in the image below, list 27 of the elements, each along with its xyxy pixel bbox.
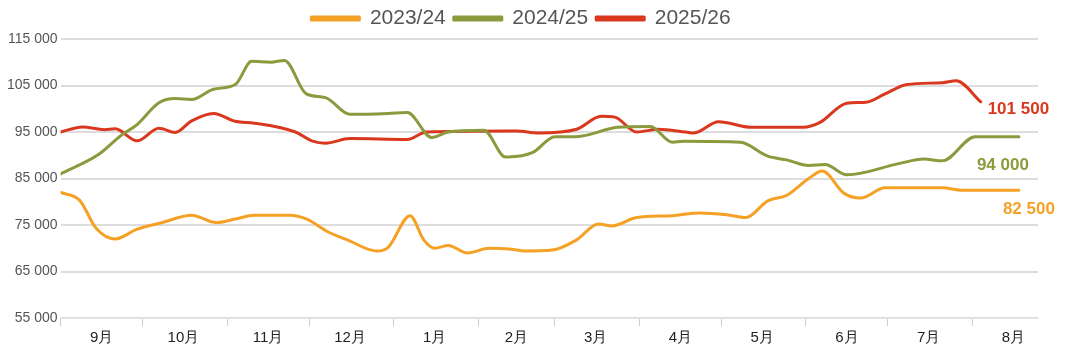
y-tick-label: 95 000	[14, 122, 58, 139]
data-label: 94 000	[976, 155, 1029, 175]
x-tick-label: 4月	[668, 328, 693, 346]
line-series	[60, 79, 983, 145]
x-tick-label: 9月	[89, 328, 114, 346]
data-label: 101 500	[987, 99, 1050, 119]
x-tick-label: 3月	[584, 328, 608, 346]
x-tick-label: 2月	[504, 328, 529, 346]
x-tick-label: 7月	[917, 328, 941, 346]
x-tick-label: 6月	[835, 328, 859, 346]
y-tick-label: 65 000	[14, 262, 58, 279]
data-label: 82 500	[1002, 198, 1055, 218]
x-tick-label: 11月	[252, 328, 284, 346]
x-tick-label: 1月	[422, 328, 447, 346]
x-tick-label: 12月	[334, 328, 366, 346]
y-tick-label: 115 000	[8, 29, 58, 46]
y-tick-label: 55 000	[14, 308, 58, 325]
x-tick-label: 8月	[1001, 328, 1026, 346]
x-tick-label: 10月	[167, 328, 200, 346]
legend-label: 2023/24	[369, 5, 447, 29]
y-tick-label: 75 000	[14, 215, 58, 232]
y-tick-label: 85 000	[14, 169, 58, 186]
legend-label: 2025/26	[654, 5, 731, 29]
x-tick-label: 5月	[750, 328, 774, 346]
y-tick-label: 105 000	[7, 76, 58, 93]
legend-label: 2024/25	[512, 5, 589, 29]
line-series	[60, 169, 1021, 255]
